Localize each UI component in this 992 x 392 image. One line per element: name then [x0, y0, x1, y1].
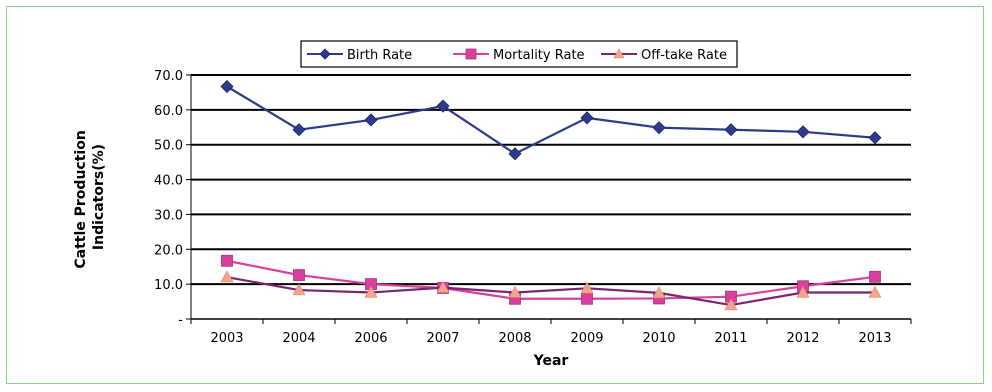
series-line [226, 259, 876, 300]
x-axis-title: Year [533, 353, 569, 369]
legend-marker [319, 48, 331, 60]
line-chart: -10.020.030.040.050.060.070.0 2003 2004 20… [73, 40, 912, 369]
data-point [436, 281, 450, 293]
legend-marker [465, 48, 477, 60]
data-point [796, 285, 810, 298]
legend-label: Off-take Rate [641, 48, 727, 63]
data-point [581, 292, 593, 305]
data-point [436, 99, 450, 113]
y-tick-label: 60.0 [154, 104, 183, 119]
data-point [293, 269, 305, 281]
x-axis-ticks: 2003 2004 2006 2007 2008 2009 2010 2011 2012 2013 [190, 319, 912, 346]
legend-label: Birth Rate [347, 48, 412, 63]
data-point [796, 125, 810, 139]
chart-frame: -10.0 20.0 30.0 40.0 50.0 60.0 70.0 2003 2004 20… [6, 6, 984, 384]
data-point [508, 285, 522, 298]
x-tick-label: 2009 [570, 331, 603, 346]
y-tick-label: 70.0 [154, 69, 183, 84]
x-tick-label: 2013 [858, 331, 891, 346]
y-axis-title-line-1: Cattle Production [73, 130, 89, 268]
x-tick-label: 2011 [714, 331, 747, 346]
series-line [226, 276, 875, 307]
x-tick-label: 2006 [354, 331, 387, 346]
y-axis-title: Cattle Production Indicators(%) [73, 125, 107, 268]
y-axis-ticks: - 10.0 20.0 30.0 40.0 50.0 60.0 70.0 [154, 69, 191, 328]
data-point [580, 281, 594, 294]
x-tick-label: 2004 [282, 331, 315, 346]
data-point [508, 147, 522, 161]
y-tick-label: 10.0 [154, 278, 183, 293]
data-point [868, 131, 882, 145]
x-tick-label: 2010 [642, 331, 675, 346]
legend-label: Mortality Rate [493, 48, 585, 63]
y-tick-label: 50.0 [154, 139, 183, 154]
series-line [226, 85, 876, 156]
y-tick-label: 40.0 [154, 174, 183, 189]
legend-box [300, 40, 738, 68]
data-point [292, 283, 306, 296]
data-point [364, 285, 378, 298]
legend-item-2: Off-take Rate [601, 48, 727, 63]
data-point [364, 113, 378, 127]
x-tick-label: 2008 [498, 331, 531, 346]
legend-item-1: Mortality Rate [453, 48, 585, 63]
x-tick-label: 2012 [786, 331, 819, 346]
data-point [724, 298, 738, 311]
data-point [869, 270, 881, 283]
y-tick-label: 20.0 [154, 243, 183, 258]
data-point [652, 121, 666, 135]
x-tick-label: 2007 [426, 331, 459, 346]
data-point [220, 79, 234, 94]
data-point [292, 123, 306, 137]
data-point [220, 270, 234, 283]
y-axis-title-line-2: Indicators(%) [91, 144, 107, 250]
legend-marker [613, 48, 625, 59]
data-point [652, 286, 666, 298]
series-2 [220, 270, 882, 311]
y-tick-label: - [178, 313, 183, 328]
data-point [580, 111, 594, 125]
data-point [221, 254, 233, 267]
x-tick-label: 2003 [210, 331, 243, 346]
y-tick-label: 30.0 [154, 208, 183, 223]
legend-item-0: Birth Rate [307, 48, 412, 63]
data-point [868, 285, 882, 298]
legend: Birth Rate Mortality Rate Off-take Rate [300, 40, 738, 68]
data-point [724, 123, 738, 137]
series-group [220, 79, 882, 311]
series-0 [220, 79, 882, 161]
